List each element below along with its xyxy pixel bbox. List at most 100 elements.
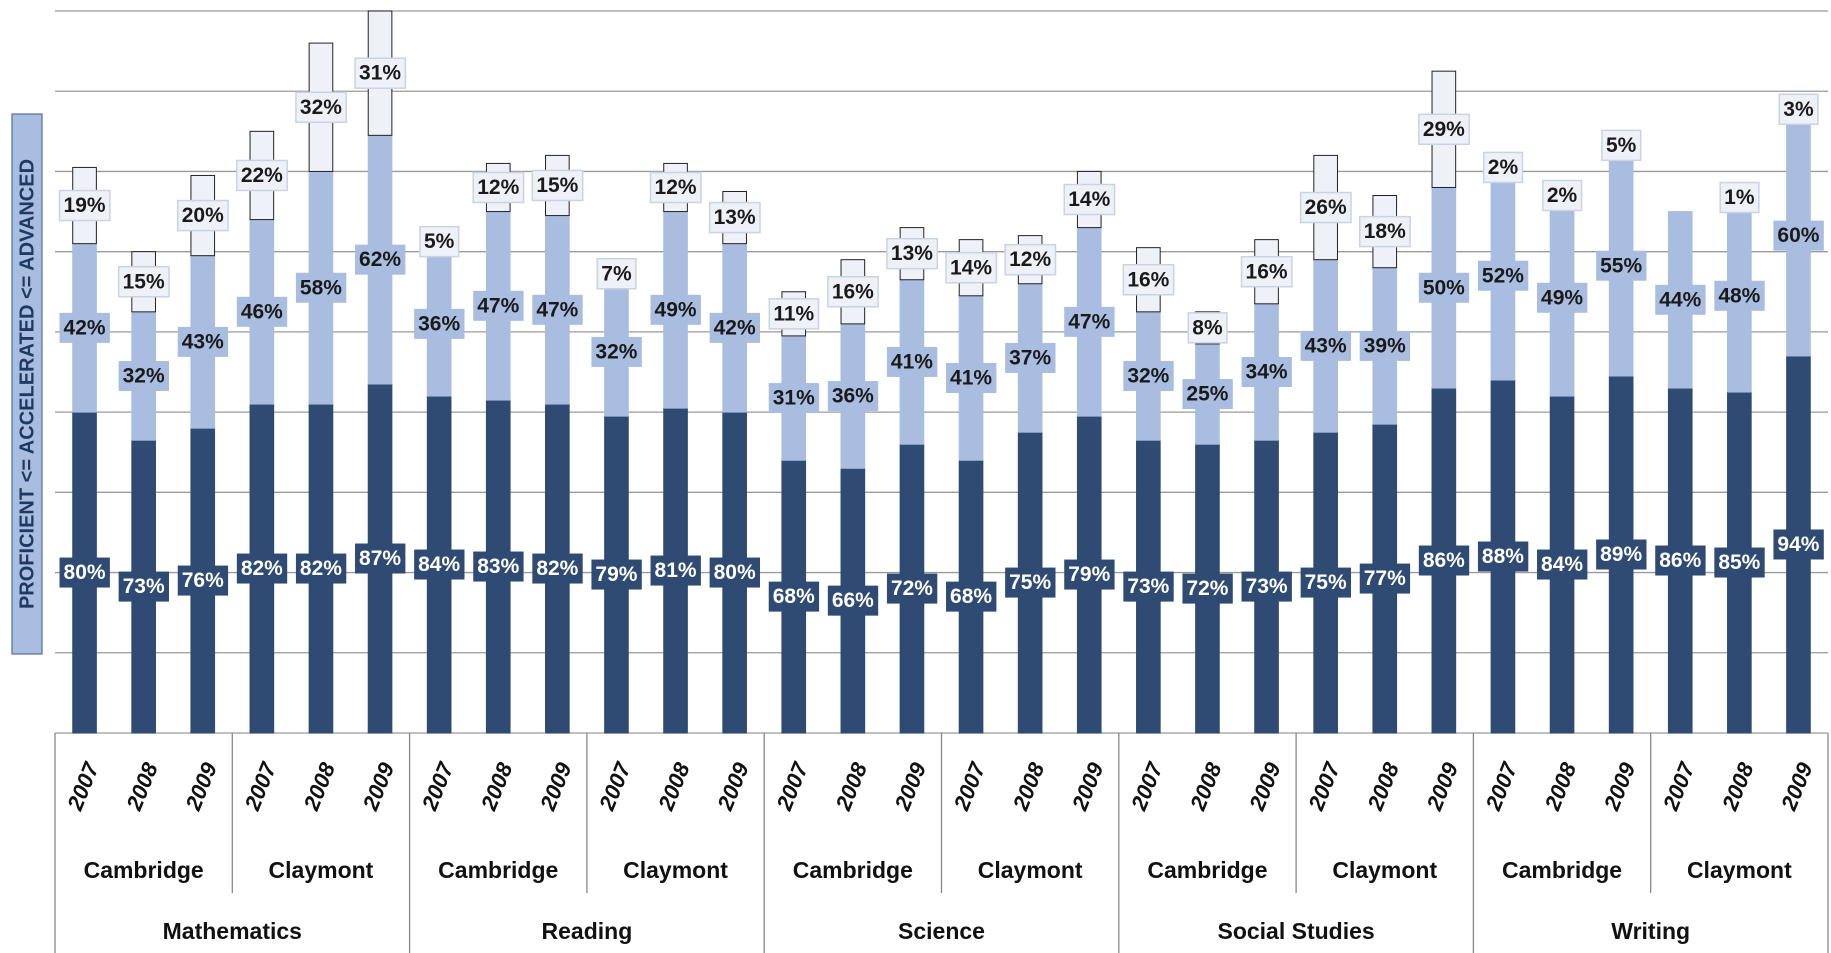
data-label-box [1358,215,1411,248]
data-label-box [768,298,820,330]
data-label-box [1601,129,1642,162]
data-label: 14% [950,256,992,279]
data-label: 25% [1186,383,1228,406]
data-label-group: 12% [649,171,702,204]
data-label-group: 32% [118,361,169,392]
data-label-group: 1% [1719,181,1760,214]
data-label-box [1300,567,1351,598]
data-label: 41% [891,351,933,374]
data-label-box [768,383,820,414]
data-label-group: 68% [946,581,997,612]
data-label: 20% [182,204,224,227]
data-label-box [472,171,525,204]
data-label-group: 82% [236,553,288,584]
y-axis-label-group: PROFICIENT <= ACCELERATED <= ADVANCED [11,113,43,655]
subject-label: Writing [1611,918,1690,944]
school-label: Claymont [269,857,374,883]
data-label-group: 14% [945,251,998,284]
data-label-box [886,346,938,377]
data-label-group: 94% [1773,529,1824,560]
data-label-group: 47% [473,290,524,321]
data-label: 82% [241,557,283,580]
data-label-group: 7% [596,257,637,290]
data-label-box [1005,342,1056,373]
data-label: 58% [300,276,342,299]
x-tick-label: 2007 [594,757,637,814]
data-label-group: 42% [59,312,110,343]
data-label-group: 55% [1596,250,1647,281]
data-label-box [295,272,347,303]
data-label-group: 47% [532,294,583,325]
data-label-box [473,290,524,321]
y-axis-label: PROFICIENT <= ACCELERATED <= ADVANCED [16,159,38,609]
data-label: 13% [891,242,933,265]
data-label: 88% [1482,545,1524,568]
data-label-box [118,571,169,602]
data-label-box [236,296,288,327]
data-label-box [945,251,998,284]
data-label-box [1241,357,1292,387]
data-label-group: 79% [1064,559,1115,590]
data-label: 75% [1009,571,1051,594]
data-label-box [1122,263,1175,296]
x-tick-label: 2007 [771,757,814,814]
data-label: 72% [1186,577,1228,600]
data-label: 31% [359,62,401,85]
data-label: 29% [1423,118,1465,141]
data-label-group: 36% [414,308,465,339]
school-label: Claymont [978,857,1083,883]
data-label-group: 73% [1123,571,1174,602]
data-label: 52% [1482,264,1524,287]
data-label: 50% [1423,276,1465,299]
data-label-box [650,294,701,325]
data-label-group: 76% [177,565,229,596]
x-tick-label: 2008 [1539,758,1581,814]
data-label-box [1477,260,1529,291]
data-label: 84% [418,553,460,576]
data-label: 48% [1718,284,1760,307]
data-label: 87% [359,547,401,570]
data-label-box [1418,113,1470,146]
x-tick-label: 2008 [121,758,163,814]
data-label: 41% [950,367,992,390]
data-label-group: 42% [709,312,760,343]
data-label-box [886,573,938,604]
x-tick-label: 2009 [1776,758,1818,814]
data-label-box [176,199,229,232]
data-label-group: 60% [1773,220,1824,251]
data-label-box [1418,272,1470,303]
data-label: 5% [1606,134,1637,157]
data-label-box [1714,547,1765,578]
data-label-box [650,555,701,586]
data-label: 15% [123,270,165,293]
data-label-group: 3% [1778,93,1819,126]
data-label: 8% [1192,316,1223,339]
data-label-group: 16% [1240,255,1293,288]
data-label-box [1064,306,1115,337]
x-tick-label: 2009 [1421,758,1463,814]
data-label-box [1187,312,1228,344]
data-label-box [58,189,111,222]
data-label-box [596,257,637,290]
data-label-box [1542,179,1583,212]
x-tick-label: 2009 [357,758,399,814]
data-label-box [1596,250,1647,281]
data-label: 36% [832,385,874,408]
data-label-group: 62% [355,244,406,275]
x-tick-label: 2008 [830,758,872,814]
data-label-box [1655,284,1706,315]
x-tick-label: 2009 [180,758,222,814]
data-label-box [946,581,997,612]
data-label: 5% [424,230,455,253]
data-label-box [295,91,348,124]
data-label-group: 2% [1542,179,1583,212]
data-label: 12% [655,176,697,199]
x-tick-label: 2008 [298,758,340,814]
data-label-group: 75% [1300,567,1351,598]
data-label-box [419,225,460,258]
x-tick-label: 2007 [1303,757,1346,814]
x-tick-label: 2008 [476,758,518,814]
x-tick-label: 2007 [62,757,105,814]
